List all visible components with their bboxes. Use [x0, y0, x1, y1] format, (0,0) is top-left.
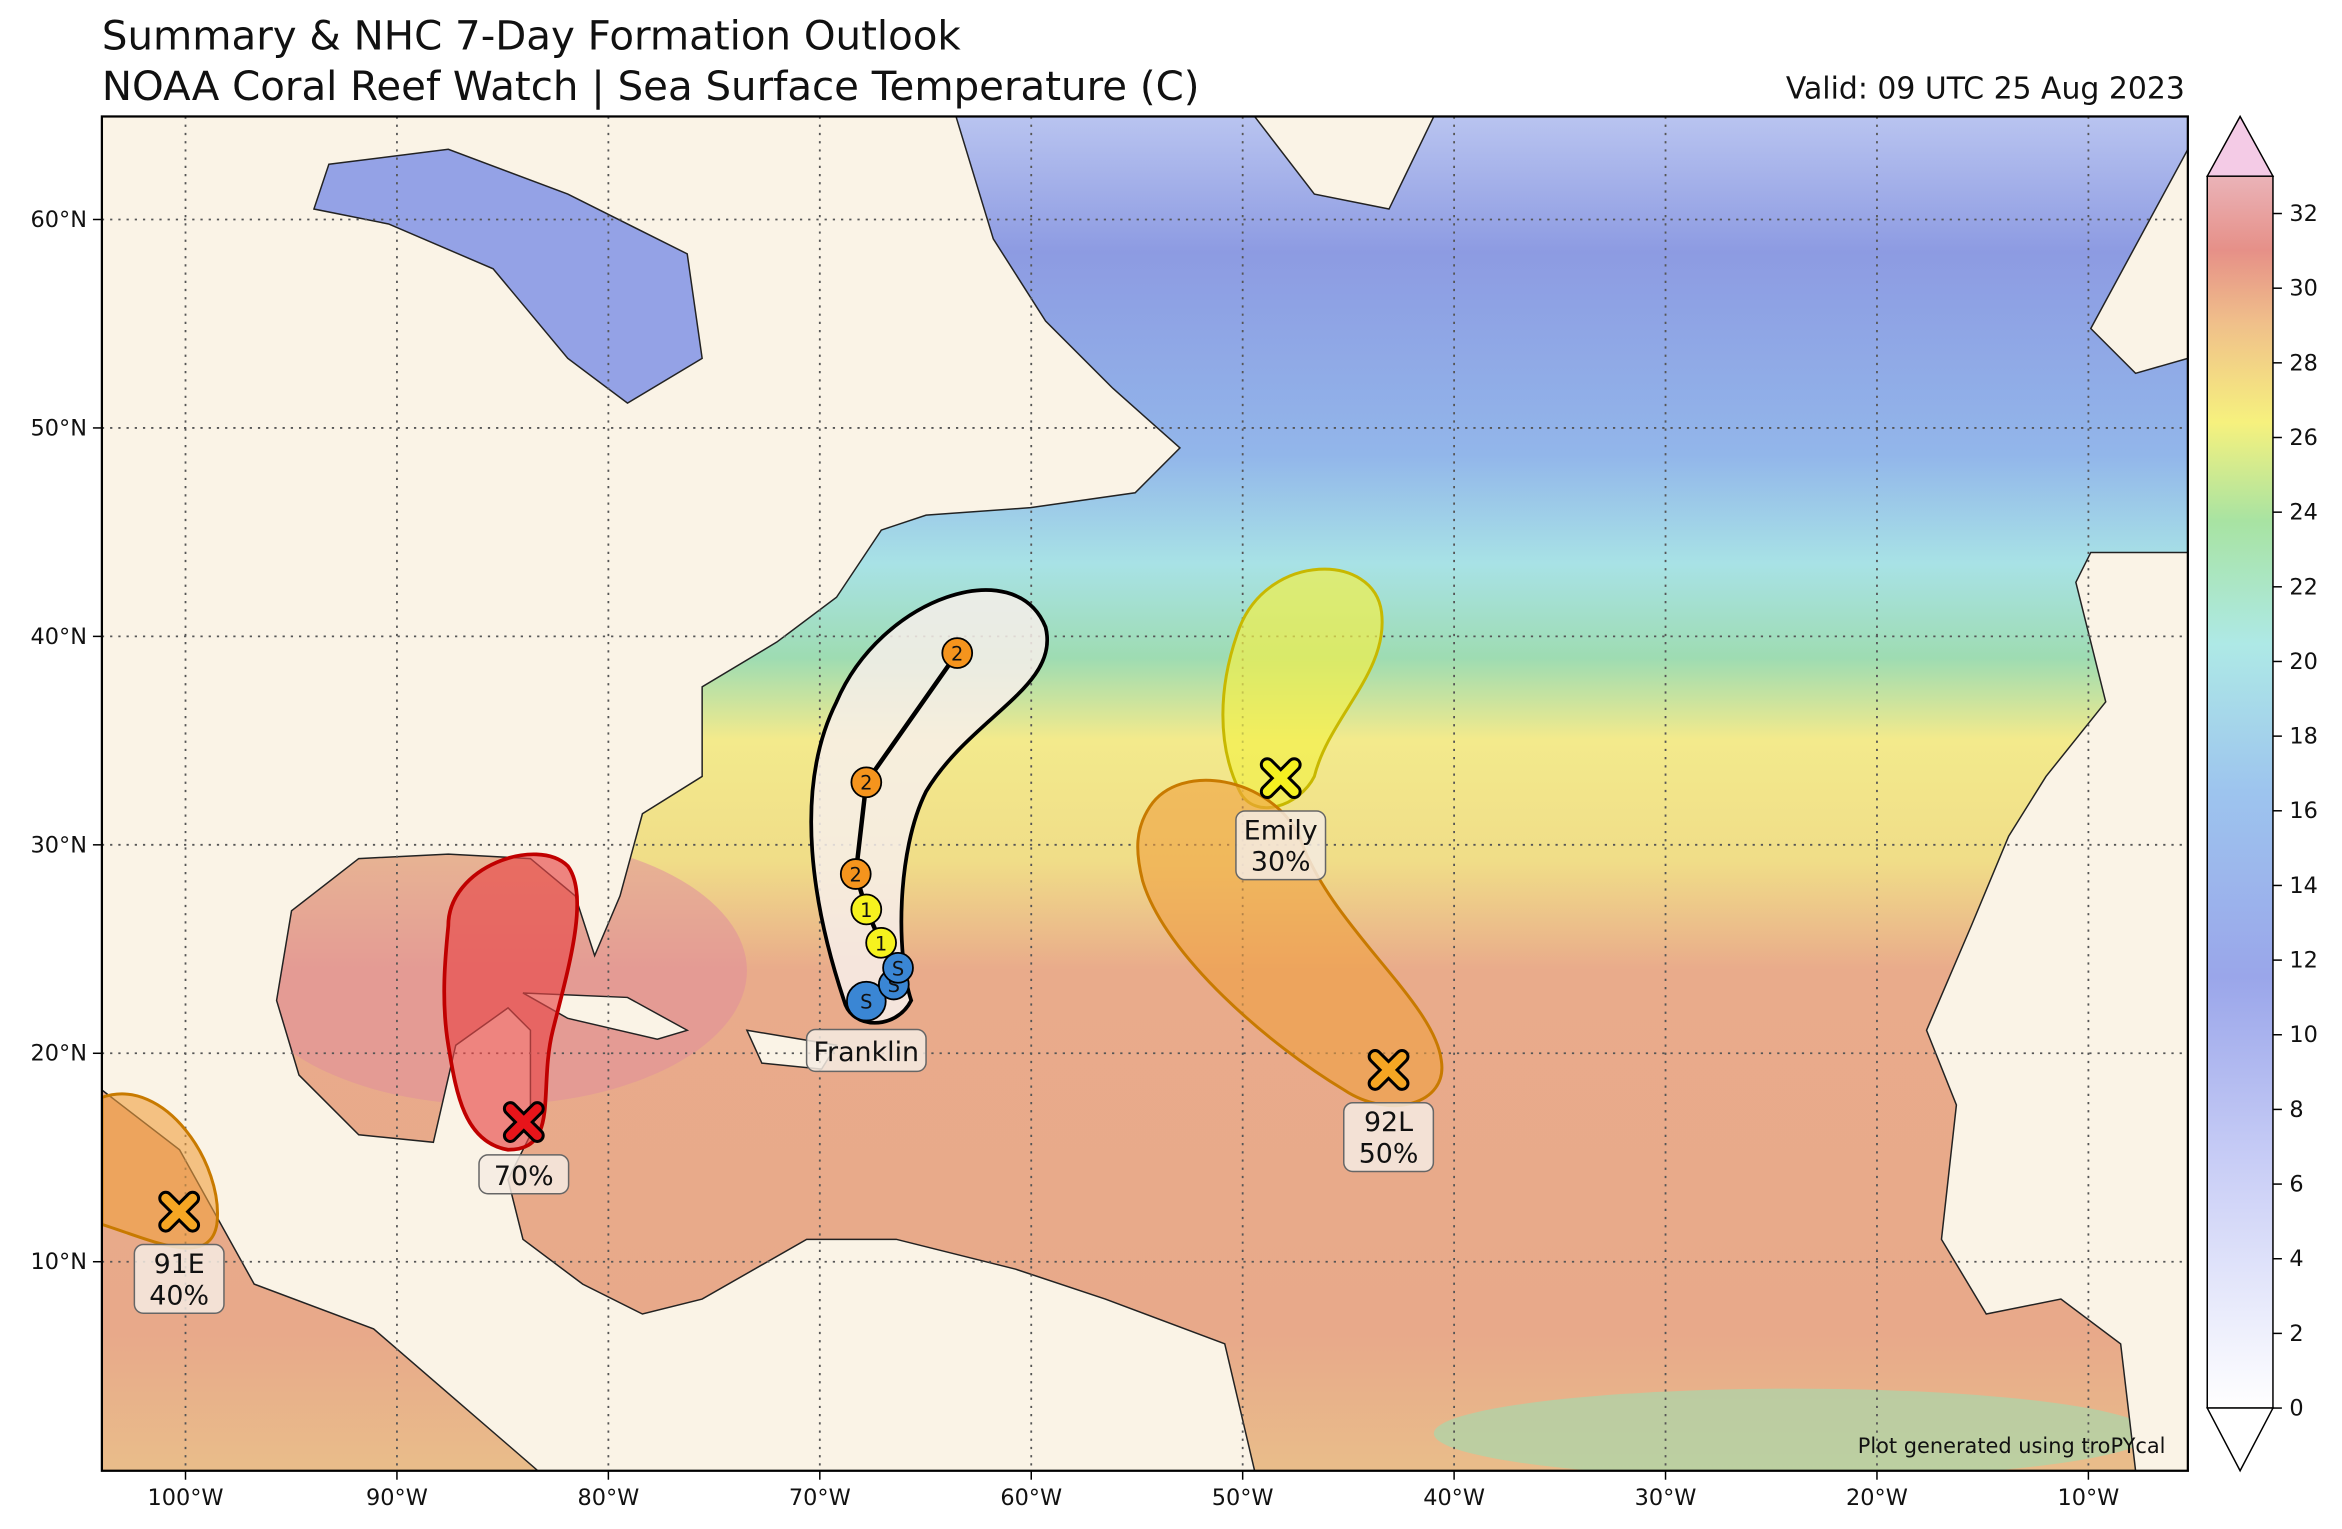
- storm-name: Franklin: [814, 1037, 920, 1068]
- europe-africa: [1925, 551, 2188, 1471]
- colorbar-tick-label: 18: [2289, 724, 2317, 750]
- colorbar-tick-label: 12: [2289, 948, 2317, 974]
- lon-tick-label: 80°W: [577, 1485, 639, 1511]
- colorbar-tick-label: 28: [2289, 350, 2317, 376]
- track-point: [941, 637, 974, 669]
- cool-patch: [1433, 1388, 2151, 1471]
- outlook-area: [442, 852, 580, 1152]
- greenland: [1253, 116, 1435, 210]
- colorbar-tick-label: 16: [2289, 798, 2317, 824]
- colorbar-tick-label: 8: [2289, 1097, 2303, 1123]
- lat-tick-label: 60°N: [31, 207, 87, 233]
- disturbance-name: Emily: [1244, 815, 1318, 846]
- colorbar-tick-label: 24: [2289, 500, 2317, 526]
- hudson-bay: [312, 148, 703, 405]
- lon-tick-label: 100°W: [147, 1485, 223, 1511]
- outlook-area: [1221, 567, 1384, 810]
- colorbar-min: [2206, 1407, 2275, 1473]
- disturbance-x: [161, 1193, 198, 1230]
- disturbance-name: 91E: [154, 1249, 205, 1280]
- colorbar-tick-label: 0: [2289, 1396, 2303, 1422]
- title: Summary & NHC 7-Day Formation Outlook: [102, 12, 961, 59]
- lat-tick-label: 50°N: [31, 415, 87, 441]
- disturbance-x: [1262, 760, 1299, 797]
- colorbar-tick-label: 6: [2289, 1172, 2303, 1198]
- colorbar-tick-label: 22: [2289, 574, 2317, 600]
- track-point: [882, 951, 914, 984]
- subtitle: NOAA Coral Reef Watch | Sea Surface Temp…: [102, 63, 1200, 110]
- map-frame: [100, 115, 2189, 1472]
- credit: Plot generated using troPYcal: [1858, 1434, 2166, 1458]
- british-isles: [2089, 148, 2188, 375]
- track-point-label: S: [892, 957, 904, 980]
- lon-tick-label: 90°W: [366, 1485, 428, 1511]
- track-point-label: S: [860, 991, 872, 1014]
- cuba: [522, 992, 690, 1041]
- lat-tick-label: 40°N: [31, 624, 87, 650]
- disturbance-x: [505, 1104, 542, 1140]
- lat-tick-label: 30°N: [31, 832, 87, 858]
- colorbar-tick-label: 20: [2289, 649, 2317, 675]
- colorbar-tick-label: 2: [2289, 1321, 2303, 1347]
- lon-tick-label: 70°W: [789, 1485, 851, 1511]
- colorbar-tick-label: 32: [2289, 201, 2317, 227]
- label-box: [478, 1154, 570, 1195]
- track-point: [846, 980, 887, 1022]
- formation-chance: 70%: [494, 1161, 554, 1192]
- lon-tick-label: 50°W: [1212, 1485, 1274, 1511]
- track-point-label: 2: [860, 772, 872, 795]
- lon-tick-label: 40°W: [1423, 1485, 1485, 1511]
- lat-tick-label: 10°N: [31, 1249, 87, 1275]
- track-point: [839, 858, 872, 890]
- lon-tick-label: 10°W: [2058, 1485, 2120, 1511]
- disturbance-name: 92L: [1364, 1107, 1413, 1138]
- formation-chance: 30%: [1251, 847, 1311, 878]
- colorbar-tick-label: 30: [2289, 276, 2317, 302]
- label-box: [805, 1028, 927, 1073]
- track-point: [850, 766, 883, 799]
- lat-tick-label: 20°N: [31, 1041, 87, 1067]
- valid-time: Valid: 09 UTC 25 Aug 2023: [1786, 72, 2185, 107]
- colorbar: [2206, 175, 2274, 1409]
- formation-chance: 40%: [149, 1280, 209, 1311]
- label-box: [133, 1243, 225, 1314]
- lon-tick-label: 20°W: [1846, 1485, 1908, 1511]
- formation-chance: 50%: [1359, 1139, 1419, 1170]
- track-point-label: 1: [860, 899, 872, 922]
- label-box: [1343, 1102, 1435, 1173]
- colorbar-tick-label: 4: [2289, 1246, 2303, 1272]
- track-point-label: 1: [875, 932, 887, 955]
- track-point-label: 2: [850, 863, 862, 886]
- track-point: [850, 893, 883, 926]
- colorbar-tick-label: 26: [2289, 425, 2317, 451]
- colorbar-tick-label: 14: [2289, 873, 2317, 899]
- track-point-label: 2: [951, 643, 963, 666]
- lon-tick-label: 60°W: [1000, 1485, 1062, 1511]
- label-box: [1235, 810, 1327, 881]
- colorbar-tick-label: 10: [2289, 1022, 2317, 1048]
- colorbar-max: [2205, 114, 2275, 177]
- lon-tick-label: 30°W: [1635, 1485, 1697, 1511]
- disturbance-x: [1370, 1052, 1407, 1088]
- track-point: [865, 926, 897, 959]
- americas: [101, 116, 1256, 1471]
